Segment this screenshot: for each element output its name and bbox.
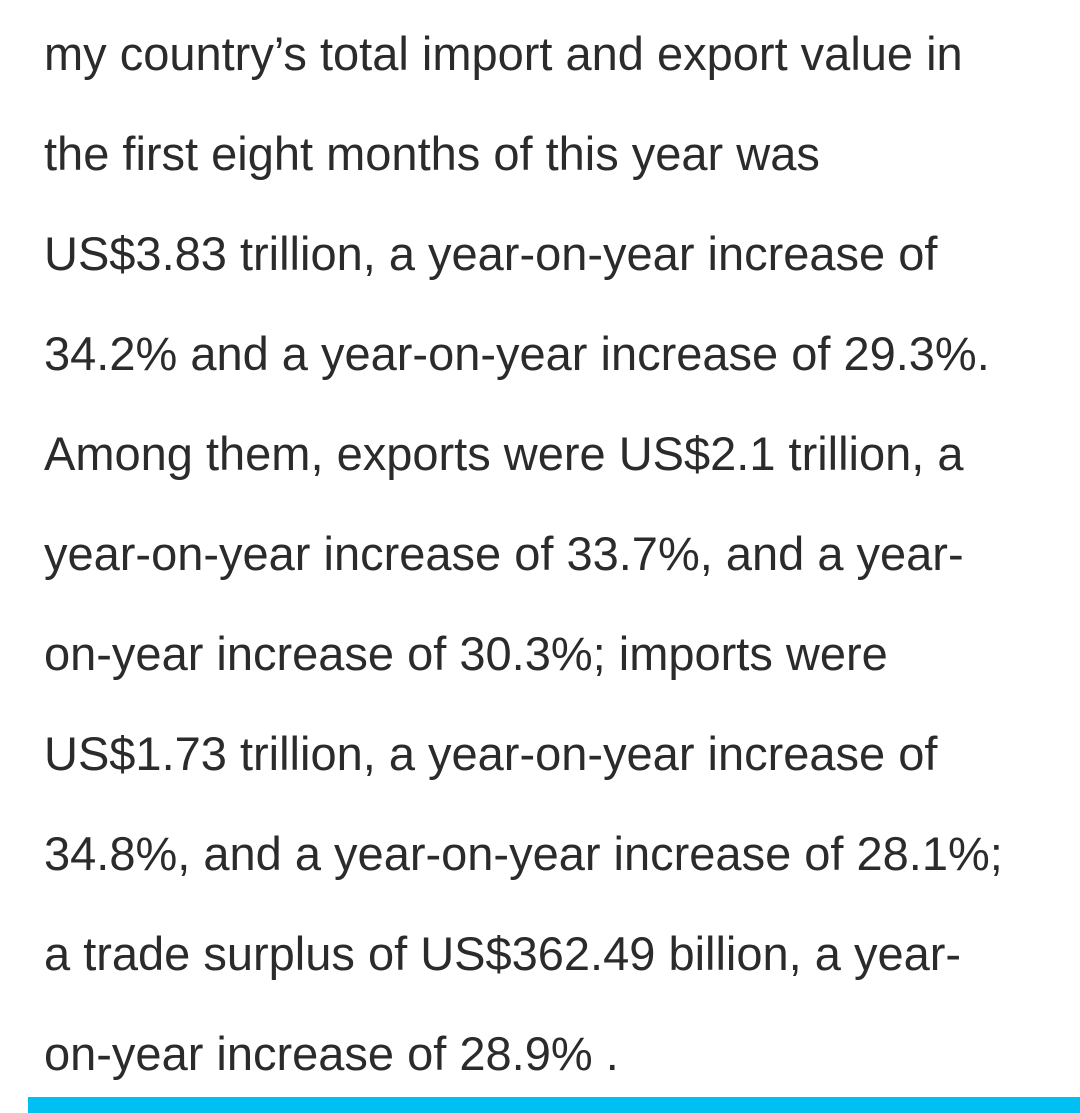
- article-line: US$1.73 trillion, a year-on-year increas…: [44, 727, 938, 780]
- article-line: my country’s total import and export val…: [44, 27, 963, 80]
- article-line: on-year increase of 28.9% .: [44, 1027, 619, 1080]
- reading-progress-fill: [28, 1097, 1080, 1113]
- article-line: the first eight months of this year was: [44, 127, 820, 180]
- article-line: year-on-year increase of 33.7%, and a ye…: [44, 527, 964, 580]
- reading-progress-bar: [28, 1097, 1080, 1113]
- article-line: US$3.83 trillion, a year-on-year increas…: [44, 227, 938, 280]
- article-body: my country’s total import and export val…: [44, 0, 1044, 1100]
- article-line: 34.8%, and a year-on-year increase of 28…: [44, 827, 1003, 880]
- article-line: on-year increase of 30.3%; imports were: [44, 627, 888, 680]
- article-line: a trade surplus of US$362.49 billion, a …: [44, 927, 962, 980]
- article-line: 34.2% and a year-on-year increase of 29.…: [44, 327, 990, 380]
- article-line: Among them, exports were US$2.1 trillion…: [44, 427, 964, 480]
